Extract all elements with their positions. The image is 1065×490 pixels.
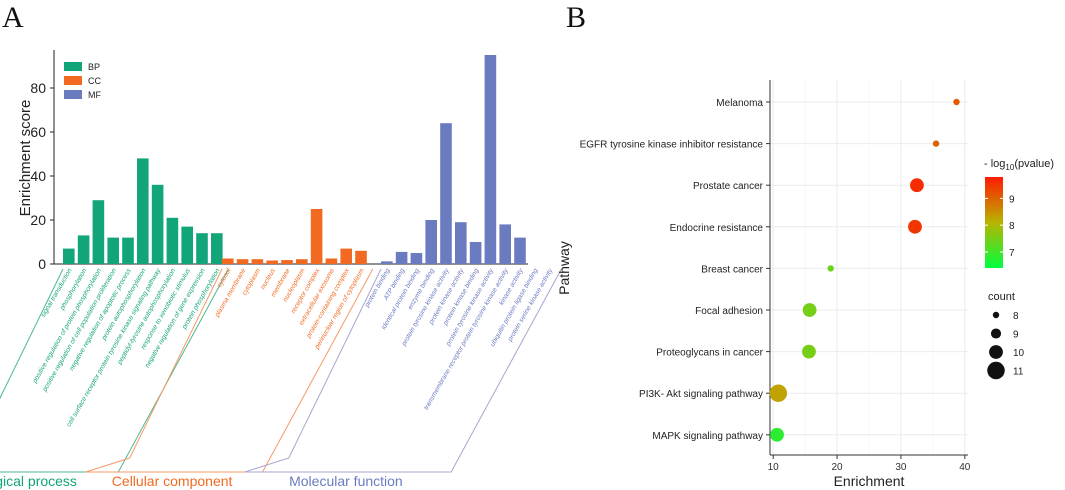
x-tick-label: 40: [959, 462, 971, 473]
pathway-point: [953, 98, 960, 106]
size-legend-label: 11: [1013, 367, 1024, 378]
bar-cc: [340, 248, 352, 264]
legend-swatch-mf: [64, 90, 82, 99]
x-axis-title: Enrichment: [834, 473, 905, 489]
bar-mf: [440, 123, 452, 264]
legend-label-cc: CC: [88, 76, 101, 86]
pathway-label: Melanoma: [716, 98, 763, 109]
group-frame-cc: [85, 268, 374, 473]
color-legend-title-sub: 10: [1005, 163, 1014, 172]
bar-cc: [251, 259, 264, 264]
bar-bp: [92, 200, 105, 264]
size-legend-label: 9: [1013, 330, 1019, 341]
color-legend-title: - log10(pvalue): [984, 158, 1054, 172]
bar-mf: [469, 242, 482, 264]
bar-bp: [166, 217, 179, 264]
legend-label-mf: MF: [88, 90, 101, 100]
pathway-point: [802, 303, 817, 317]
color-legend-tick-label: 8: [1009, 221, 1015, 232]
bar-cc: [355, 250, 367, 264]
bar-mf: [514, 237, 526, 264]
color-legend-title-prefix: - log: [984, 158, 1005, 170]
group-frame-bp: [0, 268, 230, 473]
pathway-point: [770, 427, 784, 442]
bar-cc: [296, 259, 308, 264]
bar-bp: [122, 237, 134, 264]
bar-bp: [196, 233, 208, 264]
pathway-label: Prostate cancer: [693, 181, 764, 192]
bar-cc: [325, 258, 338, 264]
color-legend-bar: [985, 177, 1003, 268]
group-frame-mf: [244, 268, 562, 473]
size-legend-dot: [990, 328, 1002, 339]
legend-label-bp: BP: [88, 62, 100, 72]
panel-a-label: A: [2, 1, 24, 34]
bar-bp: [137, 158, 149, 264]
bar-mf: [410, 253, 423, 264]
pathway-label: Proteoglycans in cancer: [656, 348, 763, 359]
bar-cc: [310, 209, 323, 264]
legend-swatch-cc: [64, 76, 82, 85]
y-tick-label: 20: [30, 212, 46, 228]
pathway-label: Focal adhesion: [695, 306, 763, 317]
size-legend-dot: [992, 311, 1000, 319]
bar-mf: [455, 222, 467, 264]
x-tick-label: 10: [768, 462, 780, 473]
size-legend-label: 8: [1013, 311, 1019, 322]
bar-bp: [107, 237, 119, 264]
bar-cc: [266, 260, 278, 264]
x-tick-label: 20: [832, 462, 844, 473]
pathway-label: Breast cancer: [701, 264, 763, 275]
y-tick-label: 0: [38, 256, 46, 272]
bar-cc: [281, 260, 293, 264]
pathway-label: EGFR tyrosine kinase inhibitor resistanc…: [580, 140, 764, 151]
color-legend-tick-label: 9: [1009, 194, 1015, 205]
panel-b-label: B: [566, 1, 586, 34]
color-legend-title-suffix: (pvalue): [1014, 158, 1054, 170]
pathway-point: [910, 178, 924, 193]
legend-swatch-bp: [64, 62, 82, 71]
pathway-point: [827, 265, 834, 272]
bar-bp: [181, 226, 193, 264]
color-legend-tick-label: 7: [1009, 248, 1015, 259]
bar-bp: [211, 233, 223, 264]
y-tick-label: 40: [30, 168, 46, 184]
y-tick-label: 60: [30, 124, 46, 140]
bar-bp: [77, 235, 90, 264]
bar-mf: [381, 261, 393, 264]
pathway-point: [908, 219, 922, 234]
size-legend-label: 10: [1013, 348, 1025, 359]
pathway-label: PI3K- Akt signaling pathway: [639, 389, 763, 400]
group-title-bp: Biological process: [0, 473, 77, 489]
x-tick-label: 30: [895, 462, 907, 473]
group-title-cc: Cellular component: [112, 473, 233, 489]
pathway-point: [932, 140, 940, 147]
bar-cc: [222, 258, 234, 264]
bar-bp: [151, 184, 164, 264]
bar-mf: [425, 220, 437, 264]
size-legend-title: count: [988, 291, 1015, 303]
y-axis-title: Pathway: [556, 241, 572, 295]
bar-mf: [499, 224, 511, 264]
bar-mf: [484, 55, 497, 264]
pathway-label: MAPK signaling pathway: [652, 431, 763, 442]
bar-mf: [395, 251, 408, 264]
bar-cc: [236, 259, 249, 264]
y-tick-label: 80: [30, 80, 46, 96]
pathway-point: [769, 384, 788, 402]
kegg-pathway-bubble-chart: 10 20 30 40 Enrichment Pathway Melanoma EGFR ty…: [556, 80, 1054, 489]
size-legend-dot: [987, 361, 1005, 380]
group-title-mf: Molecular function: [289, 473, 403, 489]
y-axis-title: Enrichment score: [17, 100, 34, 217]
size-legend-dot: [989, 345, 1003, 359]
pathway-label: Endocrine resistance: [670, 223, 764, 234]
bar-bp: [63, 248, 75, 264]
pathway-point: [802, 344, 816, 359]
